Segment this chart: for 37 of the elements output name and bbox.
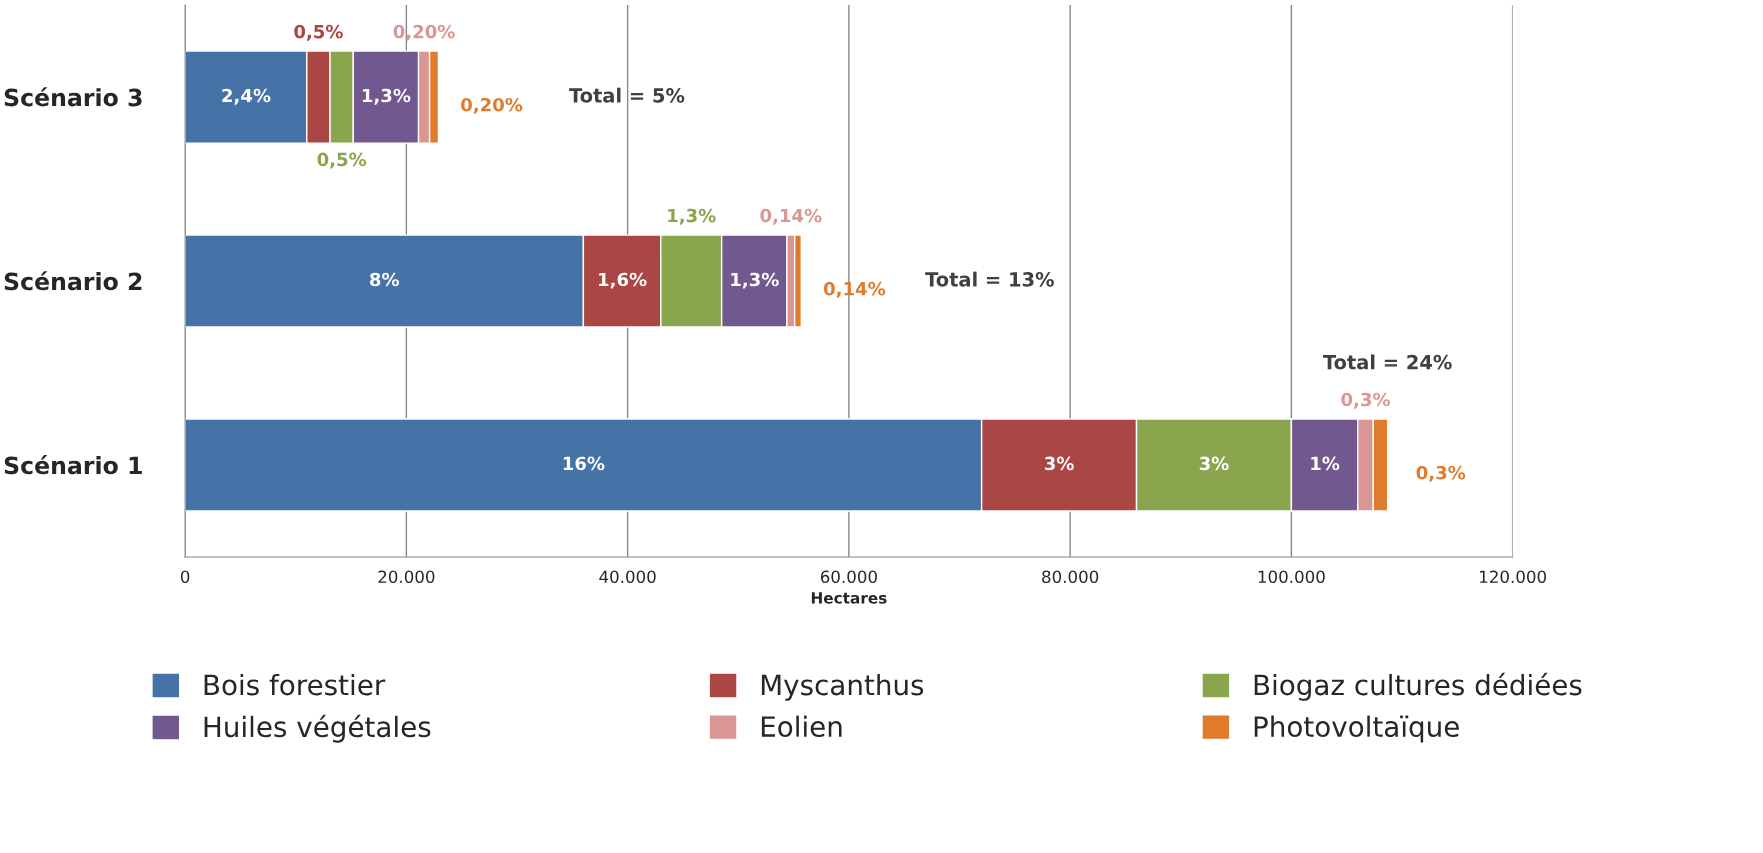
annotation: 0,3%	[1416, 465, 1466, 482]
annotation: 0,5%	[294, 24, 343, 41]
annotation: 2,4%	[222, 88, 271, 105]
legend-label: Eolien	[761, 715, 842, 738]
x-axis-title: Hectares	[811, 592, 887, 604]
annotation: 0,14%	[823, 281, 886, 298]
annotation: 0,14%	[760, 208, 822, 225]
annotation: 0,3%	[1341, 392, 1390, 409]
x-tick-label: 120.000	[1480, 570, 1547, 584]
annotation: Total = 13%	[925, 271, 1054, 287]
legend-label: Bois forestier	[204, 673, 386, 696]
y-tick-label: Scénario 2	[4, 271, 142, 291]
legend-label: Photovoltaïque	[1254, 715, 1459, 743]
annotation: 3%	[1044, 456, 1074, 471]
annotation: 3%	[1199, 456, 1229, 471]
x-tick-label: 100.000	[1258, 570, 1325, 584]
annotation: 1,3%	[731, 272, 779, 289]
annotation: 0,5%	[317, 152, 367, 169]
legend-label: Huiles végétales	[204, 714, 431, 743]
legend-label: Biogaz cultures dédiées	[1254, 672, 1582, 701]
legend-label: Myscanthus	[761, 673, 924, 701]
y-tick-label: Scénario 3	[4, 87, 142, 107]
annotation: 1,3%	[668, 208, 716, 225]
x-tick-label: 40.000	[599, 570, 656, 584]
x-tick-label: 20.000	[378, 570, 435, 584]
annotation: 8%	[370, 272, 399, 287]
annotation: 1%	[1311, 456, 1340, 471]
y-tick-label: Scénario 1	[4, 455, 142, 475]
x-tick-label: 0	[180, 570, 190, 584]
annotation: Total = 24%	[1322, 354, 1452, 370]
annotation: 1,6%	[599, 272, 647, 289]
x-tick-label: 80.000	[1042, 570, 1099, 584]
x-tick-label: 60.000	[820, 570, 877, 584]
annotation: 16%	[563, 456, 605, 471]
annotation: 1,3%	[362, 88, 411, 105]
annotation: Total = 5%	[569, 87, 685, 103]
annotation: 0,20%	[461, 97, 523, 114]
